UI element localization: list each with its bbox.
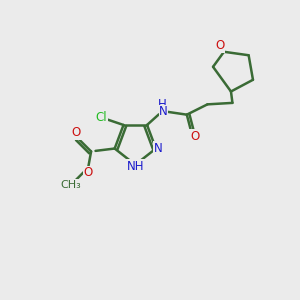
Text: H: H [158,98,166,111]
Text: N: N [154,142,163,155]
Text: NH: NH [127,160,144,173]
Text: Cl: Cl [96,111,107,124]
Text: N: N [159,105,168,118]
Text: CH₃: CH₃ [60,180,81,190]
Text: O: O [190,130,200,143]
Text: O: O [72,126,81,140]
Text: O: O [83,167,93,179]
Text: O: O [215,39,224,52]
